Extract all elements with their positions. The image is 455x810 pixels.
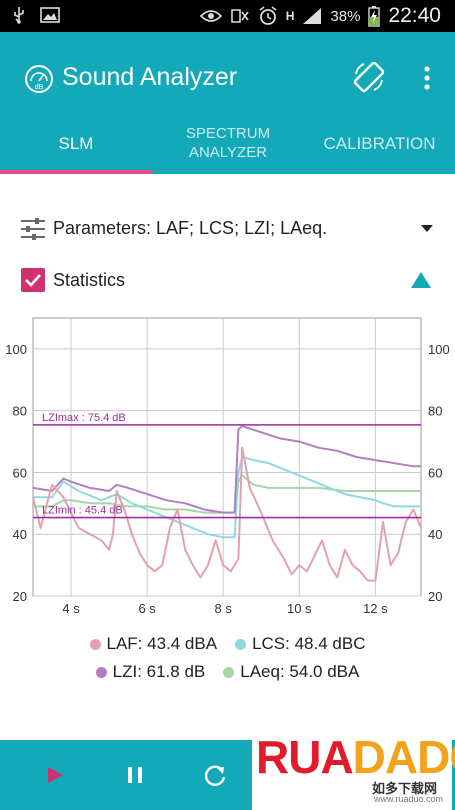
legend-item-lzi: LZI: 61.8 dB <box>95 662 206 682</box>
x-tick-label: 4 s <box>62 601 80 616</box>
status-bar: H 38% 22:40 <box>0 0 455 32</box>
y-tick-label-left: 60 <box>13 465 27 480</box>
chart-svg: 20 20 40 40 60 60 80 80 100 100 4 s 6 s 8 s 10 s 12 s L… <box>5 317 450 616</box>
y-tick-label-right: 20 <box>428 589 442 604</box>
sound-analyzer-logo-icon: dB <box>24 64 54 94</box>
watermark-text-b: DADO <box>352 731 455 783</box>
lzimin-marker-label: LZImin : 45.4 dB <box>42 505 123 517</box>
tab-slm[interactable]: SLM <box>58 133 94 153</box>
legend-dot-laeq <box>223 666 235 678</box>
watermark-logo: RUADADO 如多下载网 www.ruaduo.com <box>252 728 455 810</box>
usb-icon <box>12 6 26 24</box>
play-icon <box>48 767 63 783</box>
chart-legend: LAF: 43.4 dBA LCS: 48.4 dBC LZI: 61.8 dB… <box>0 632 455 692</box>
tab-spectrum-analyzer[interactable]: SPECTRUM ANALYZER <box>185 125 271 161</box>
reset-icon <box>204 765 226 786</box>
battery-percent: 38% <box>330 7 361 25</box>
gallery-icon <box>40 7 60 23</box>
legend-label-lcs: LCS: 48.4 dBC <box>252 634 366 653</box>
play-button[interactable] <box>38 758 72 792</box>
y-tick-label-left: 40 <box>13 527 27 542</box>
series-line-lzi <box>32 425 421 514</box>
statistics-checkbox[interactable] <box>21 268 45 292</box>
network-type-icon: H <box>285 9 295 23</box>
legend-label-laf: LAF: 43.4 dBA <box>106 634 218 653</box>
dropdown-arrow-icon[interactable] <box>420 224 434 233</box>
y-tick-label-right: 40 <box>428 527 442 542</box>
tab-calibration[interactable]: CALIBRATION <box>323 133 436 153</box>
watermark-text: RUADADO <box>256 732 455 782</box>
legend-label-laeq: LAeq: 54.0 dBA <box>240 662 360 681</box>
active-tab-indicator <box>0 170 152 174</box>
app-title: Sound Analyzer <box>62 63 238 91</box>
eye-icon <box>199 9 222 23</box>
signal-icon <box>302 7 322 25</box>
x-tick-label: 8 s <box>215 601 233 616</box>
app-bar: dB Sound Analyzer SLM SPECTRUM ANALYZER … <box>0 32 455 174</box>
screen-rotation-icon[interactable] <box>352 60 386 94</box>
parameters-selector[interactable]: Parameters: LAF; LCS; LZI; LAeq. <box>0 210 455 248</box>
legend-item-laf: LAF: 43.4 dBA <box>89 634 218 654</box>
x-tick-label: 12 s <box>363 601 388 616</box>
clock: 22:40 <box>388 4 441 27</box>
status-right-icons: H 38% 22:40 <box>199 4 441 28</box>
battery-charging-icon <box>368 5 381 27</box>
parameters-label: Parameters: LAF; LCS; LZI; LAeq. <box>53 218 328 238</box>
alarm-icon <box>258 6 278 26</box>
mute-icon <box>230 7 250 25</box>
legend-row-1: LAF: 43.4 dBA LCS: 48.4 dBC <box>0 634 455 654</box>
legend-item-lcs: LCS: 48.4 dBC <box>235 634 365 654</box>
svg-text:dB: dB <box>35 84 44 91</box>
plot-frame <box>32 317 422 597</box>
series-line-laf <box>32 446 422 582</box>
sliders-icon <box>20 217 46 241</box>
y-tick-label-right: 100 <box>428 342 450 357</box>
legend-item-laeq: LAeq: 54.0 dBA <box>223 662 359 682</box>
overflow-menu-icon[interactable] <box>418 64 436 92</box>
watermark-cn: 如多下载网 <box>372 781 438 796</box>
reset-button[interactable] <box>198 758 232 792</box>
y-tick-label-left: 100 <box>5 342 27 357</box>
watermark-url: www.ruaduo.com <box>374 794 444 804</box>
legend-dot-lzi <box>95 666 107 678</box>
statistics-row: Statistics <box>0 262 455 298</box>
legend-dot-laf <box>89 638 101 650</box>
status-left-icons <box>12 6 60 24</box>
y-tick-label-right: 60 <box>428 465 442 480</box>
x-tick-label: 10 s <box>287 601 312 616</box>
y-tick-label-left: 80 <box>13 404 27 419</box>
watermark-text-a: RUA <box>256 731 354 783</box>
pause-button[interactable] <box>118 758 152 792</box>
legend-row-2: LZI: 61.8 dB LAeq: 54.0 dBA <box>0 662 455 682</box>
statistics-label: Statistics <box>53 270 126 290</box>
y-tick-label-left: 20 <box>13 589 27 604</box>
legend-dot-lcs <box>235 638 247 650</box>
collapse-arrow-icon[interactable] <box>410 271 432 289</box>
legend-label-lzi: LZI: 61.8 dB <box>112 662 206 681</box>
x-tick-label: 6 s <box>138 601 156 616</box>
lzimax-marker-label: LZImax : 75.4 dB <box>42 412 126 424</box>
y-tick-label-right: 80 <box>428 404 442 419</box>
pause-icon <box>128 767 142 783</box>
sound-level-chart: 20 20 40 40 60 60 80 80 100 100 4 s 6 s 8 s 10 s 12 s L… <box>0 310 455 625</box>
tab-bar: SLM SPECTRUM ANALYZER CALIBRATION <box>0 112 455 174</box>
series-line-lcs <box>33 456 421 539</box>
